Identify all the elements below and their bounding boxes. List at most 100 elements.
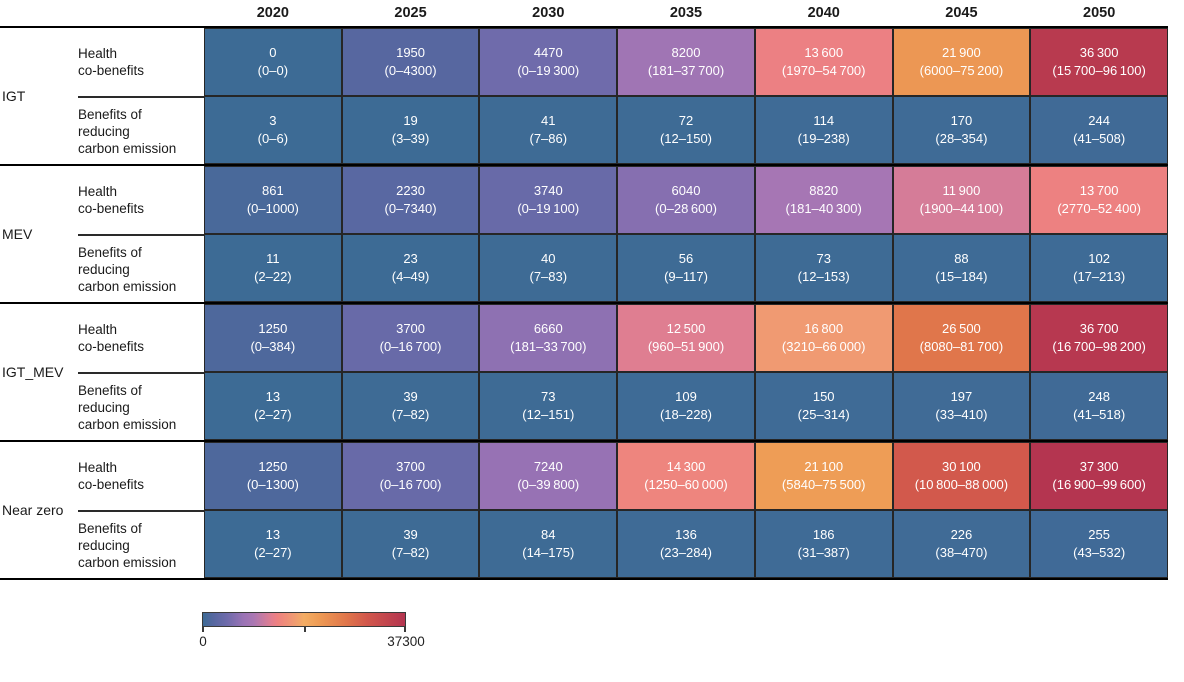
cell-range: (7–82) bbox=[391, 407, 430, 422]
cell-range: (23–284) bbox=[659, 545, 713, 560]
row-label-line: reducing bbox=[78, 537, 130, 553]
cell-range: (7–82) bbox=[391, 545, 430, 560]
cell-range: (0–16 700) bbox=[379, 477, 442, 492]
cell-value: 56 bbox=[678, 251, 694, 267]
cell-range: (3210–66 000) bbox=[781, 339, 866, 354]
heatmap-cell-mev-benefits-of-reducing-carbon-emission-2045: 88 (15–184) bbox=[892, 234, 1031, 302]
cell-value: 3700 bbox=[396, 459, 426, 475]
cell-value: 23 bbox=[403, 251, 418, 267]
row-label-line: carbon emission bbox=[78, 554, 177, 570]
heatmap-cell-igt-health-co-benefits-2035: 8200 (181–37 700) bbox=[617, 28, 755, 96]
cell-value: 861 bbox=[262, 183, 284, 199]
cell-range: (3–39) bbox=[391, 131, 430, 146]
row-group-mev: MEV Health co-benefits 861 (0–1000) 2230 (0–73… bbox=[0, 164, 1168, 302]
heatmap-cell-igt-mev-benefits-of-reducing-carbon-emission-2035: 109 (18–228) bbox=[617, 372, 755, 440]
cell-range: (5840–75 500) bbox=[781, 477, 866, 492]
group-label-igt: IGT bbox=[2, 88, 26, 104]
cell-value: 2230 bbox=[396, 183, 426, 199]
heatmap-cell-igt-benefits-of-reducing-carbon-emission-2045: 170 (28–354) bbox=[892, 96, 1031, 164]
heatmap-cell-igt-mev-benefits-of-reducing-carbon-emission-2045: 197 (33–410) bbox=[892, 372, 1031, 440]
heatmap-cell-near-zero-health-co-benefits-2050: 37 300 (16 900–99 600) bbox=[1030, 442, 1168, 510]
cell-range: (15 700–96 100) bbox=[1052, 63, 1146, 78]
row-label-benefits-of-reducing-carbon-emission: Benefits of reducing carbon emission bbox=[78, 234, 204, 302]
cell-value: 39 bbox=[403, 389, 418, 405]
cell-range: (2–27) bbox=[254, 545, 292, 560]
row-label-line: Benefits of bbox=[78, 520, 142, 536]
heatmap-cell-igt-benefits-of-reducing-carbon-emission-2050: 244 (41–508) bbox=[1030, 96, 1168, 164]
column-header-2040: 2040 bbox=[807, 5, 840, 21]
cell-value: 1250 bbox=[258, 321, 288, 337]
heatmap-cell-igt-health-co-benefits-2030: 4470 (0–19 300) bbox=[479, 28, 618, 96]
cell-range: (0–16 700) bbox=[379, 339, 442, 354]
cell-range: (2–22) bbox=[254, 269, 292, 284]
row-label-line: Benefits of bbox=[78, 106, 142, 122]
heatmap-cell-near-zero-health-co-benefits-2045: 30 100 (10 800–88 000) bbox=[892, 442, 1031, 510]
cell-range: (14–175) bbox=[522, 545, 575, 560]
cell-value: 88 bbox=[954, 251, 969, 267]
row-label-line: co-benefits bbox=[78, 201, 145, 216]
row-label-health-co-benefits: Health co-benefits bbox=[78, 28, 204, 96]
cell-range: (1970–54 700) bbox=[781, 63, 866, 78]
heatmap-cell-mev-benefits-of-reducing-carbon-emission-2025: 23 (4–49) bbox=[341, 234, 480, 302]
heatmap-cell-igt-mev-health-co-benefits-2050: 36 700 (16 700–98 200) bbox=[1030, 304, 1168, 372]
heatmap-cell-near-zero-health-co-benefits-2020: 1250 (0–1300) bbox=[204, 442, 342, 510]
cell-range: (0–1000) bbox=[246, 201, 299, 216]
cell-range: (2–27) bbox=[254, 407, 292, 422]
colorbar-tick-min bbox=[202, 627, 204, 632]
cell-range: (41–508) bbox=[1073, 131, 1126, 146]
cell-range: (28–354) bbox=[935, 131, 988, 146]
heatmap-cell-near-zero-health-co-benefits-2035: 14 300 (1250–60 000) bbox=[617, 442, 755, 510]
cell-range: (25–314) bbox=[797, 407, 850, 422]
cell-range: (181–37 700) bbox=[647, 63, 725, 78]
cell-value: 26 500 bbox=[942, 321, 981, 337]
column-header-2020: 2020 bbox=[256, 5, 289, 21]
cell-value: 72 bbox=[678, 113, 694, 129]
heatmap-cell-igt-mev-health-co-benefits-2025: 3700 (0–16 700) bbox=[341, 304, 480, 372]
cell-value: 41 bbox=[541, 113, 556, 129]
cell-value: 73 bbox=[541, 389, 556, 405]
cell-range: (181–40 300) bbox=[785, 201, 862, 216]
row-label-line: Benefits of bbox=[78, 382, 142, 398]
heatmap-cell-near-zero-benefits-of-reducing-carbon-emission-2045: 226 (38–470) bbox=[892, 510, 1031, 578]
cell-value: 16 800 bbox=[804, 321, 844, 337]
heatmap-cell-near-zero-benefits-of-reducing-carbon-emission-2030: 84 (14–175) bbox=[479, 510, 618, 578]
row-label-benefits-of-reducing-carbon-emission: Benefits of reducing carbon emission bbox=[78, 96, 204, 164]
cell-range: (0–1300) bbox=[246, 477, 299, 492]
cell-range: (0–7340) bbox=[384, 201, 437, 216]
cell-value: 255 bbox=[1088, 527, 1110, 543]
heatmap-cell-mev-health-co-benefits-2025: 2230 (0–7340) bbox=[341, 166, 480, 234]
column-header-2050: 2050 bbox=[1083, 5, 1116, 21]
heatmap-cell-mev-health-co-benefits-2045: 11 900 (1900–44 100) bbox=[892, 166, 1031, 234]
cell-range: (181–33 700) bbox=[510, 339, 587, 354]
cell-value: 30 100 bbox=[942, 459, 981, 475]
cell-value: 21 900 bbox=[942, 45, 981, 61]
cell-range: (0–39 800) bbox=[517, 477, 580, 492]
cell-range: (12–151) bbox=[522, 407, 575, 422]
heatmap-cell-igt-mev-health-co-benefits-2040: 16 800 (3210–66 000) bbox=[754, 304, 893, 372]
cell-range: (15–184) bbox=[935, 269, 988, 284]
row-label-line: carbon emission bbox=[78, 140, 177, 156]
group-label-igt-mev: IGT_MEV bbox=[2, 364, 64, 380]
cell-value: 226 bbox=[950, 527, 973, 543]
heatmap-cell-mev-health-co-benefits-2020: 861 (0–1000) bbox=[204, 166, 342, 234]
cell-value: 37 300 bbox=[1079, 459, 1119, 475]
cell-value: 84 bbox=[541, 527, 556, 543]
cell-value: 39 bbox=[403, 527, 418, 543]
heatmap-cell-igt-mev-benefits-of-reducing-carbon-emission-2030: 73 (12–151) bbox=[479, 372, 618, 440]
heatmap-cell-mev-health-co-benefits-2050: 13 700 (2770–52 400) bbox=[1030, 166, 1168, 234]
cell-value: 114 bbox=[813, 113, 835, 129]
heatmap-cell-igt-benefits-of-reducing-carbon-emission-2020: 3 (0–6) bbox=[204, 96, 342, 164]
colorbar-ticks bbox=[202, 627, 406, 633]
cell-range: (0–4300) bbox=[384, 63, 437, 78]
colorbar-tick-mid bbox=[304, 627, 306, 632]
heatmap-cell-igt-benefits-of-reducing-carbon-emission-2025: 19 (3–39) bbox=[341, 96, 480, 164]
cell-range: (0–19 300) bbox=[517, 63, 580, 78]
heatmap-cell-mev-benefits-of-reducing-carbon-emission-2035: 56 (9–117) bbox=[617, 234, 755, 302]
heatmap-cell-igt-health-co-benefits-2025: 1950 (0–4300) bbox=[341, 28, 480, 96]
heatmap-cell-near-zero-health-co-benefits-2040: 21 100 (5840–75 500) bbox=[754, 442, 893, 510]
cell-range: (16 900–99 600) bbox=[1052, 477, 1146, 492]
cell-range: (1900–44 100) bbox=[919, 201, 1004, 216]
cell-range: (7–86) bbox=[529, 131, 568, 146]
cell-value: 6660 bbox=[533, 321, 563, 337]
